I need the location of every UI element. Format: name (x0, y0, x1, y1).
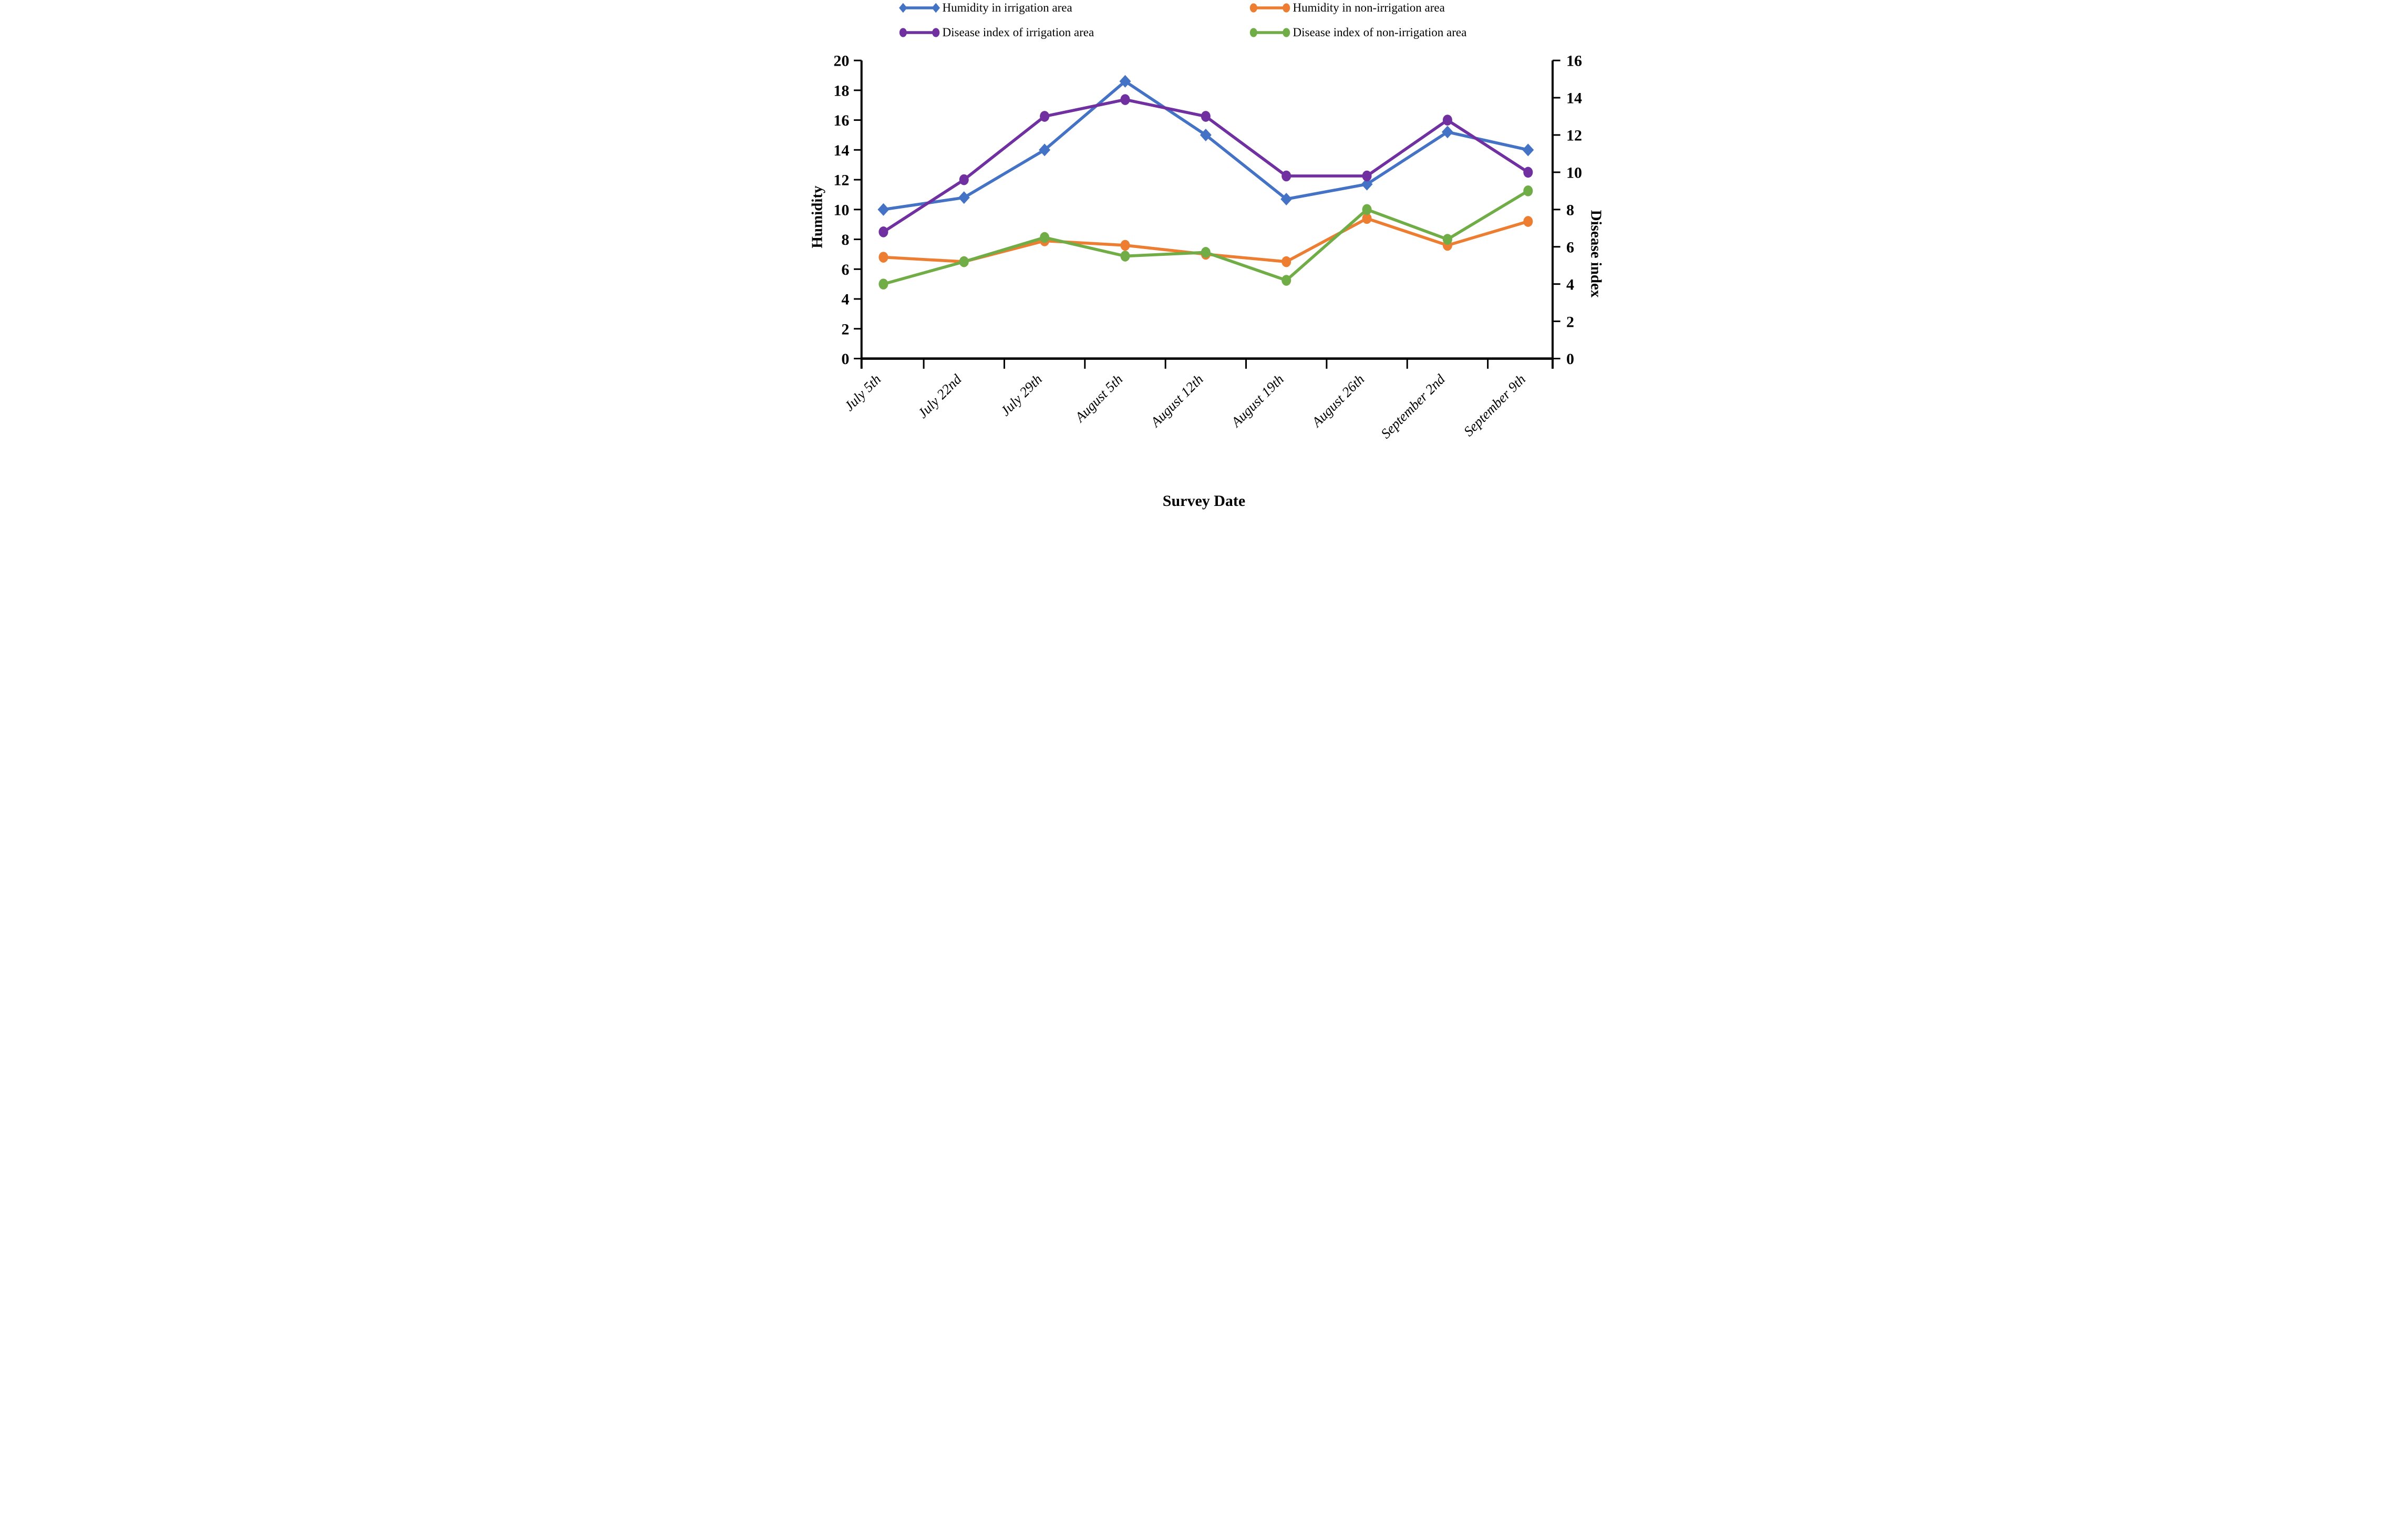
svg-text:14: 14 (1566, 90, 1582, 107)
x-axis-title: Survey Date (1162, 492, 1246, 510)
svg-text:August 12th: August 12th (1146, 371, 1206, 431)
svg-text:12: 12 (833, 172, 849, 189)
svg-text:0: 0 (1566, 350, 1574, 368)
svg-text:6: 6 (1566, 239, 1574, 256)
svg-text:August 5th: August 5th (1071, 371, 1125, 426)
legend-item-disease-non-irrigation: Disease index of non-irrigation area (1249, 25, 1467, 40)
legend-item-humidity-non-irrigation: Humidity in non-irrigation area (1249, 0, 1445, 16)
svg-text:10: 10 (1566, 164, 1582, 182)
svg-text:8: 8 (1566, 201, 1574, 219)
axes (853, 59, 1560, 369)
legend-item-disease-irrigation: Disease index of irrigation area (899, 25, 1094, 40)
legend-swatch-disease-non-irrigation-icon (1249, 28, 1290, 37)
legend-swatch-humidity-non-irrigation-icon (1249, 3, 1290, 13)
y-axis-title-left: Humidity (809, 185, 825, 248)
x-axis-tick-labels: July 5th July 22nd July 29th August 5th Augu… (841, 371, 1528, 441)
svg-text:August 19th: August 19th (1227, 371, 1286, 431)
svg-text:10: 10 (833, 201, 849, 219)
legend-label: Disease index of irrigation area (942, 26, 1094, 39)
legend-label: Disease index of non-irrigation area (1293, 26, 1467, 39)
svg-text:16: 16 (1566, 53, 1582, 70)
svg-text:2: 2 (841, 320, 849, 338)
svg-text:September 2nd: September 2nd (1378, 371, 1448, 441)
right-axis-tick-labels: 0 2 4 6 8 10 12 14 16 (1566, 53, 1582, 368)
svg-text:August 26th: August 26th (1308, 371, 1367, 431)
svg-text:14: 14 (833, 142, 849, 159)
legend-label: Humidity in irrigation area (942, 1, 1072, 14)
legend-item-humidity-irrigation: Humidity in irrigation area (898, 0, 1072, 16)
series-disease-index-of-non-irrigation-area (878, 185, 1533, 290)
svg-text:4: 4 (841, 291, 849, 308)
legend-swatch-disease-irrigation-icon (899, 28, 939, 37)
svg-text:4: 4 (1566, 276, 1574, 293)
y-axis-title-right: Disease index (1587, 210, 1604, 298)
svg-text:July 5th: July 5th (841, 371, 883, 414)
legend-label: Humidity in non-irrigation area (1293, 1, 1445, 14)
svg-text:16: 16 (833, 112, 849, 129)
svg-text:8: 8 (841, 231, 849, 248)
series-humidity-in-irrigation-area (877, 75, 1534, 216)
svg-text:6: 6 (841, 261, 849, 278)
series-disease-index-of-irrigation-area (878, 94, 1533, 237)
svg-text:20: 20 (833, 53, 849, 70)
svg-text:0: 0 (841, 350, 849, 368)
svg-text:2: 2 (1566, 313, 1574, 330)
left-axis-tick-labels: 0 2 4 6 8 10 12 14 16 18 20 (833, 53, 849, 368)
svg-text:July 22nd: July 22nd (914, 371, 964, 421)
svg-text:September 9th: September 9th (1460, 371, 1528, 440)
svg-text:18: 18 (833, 82, 849, 100)
legend-swatch-humidity-irrigation-icon (898, 3, 940, 13)
svg-text:July 29th: July 29th (997, 371, 1045, 419)
svg-text:12: 12 (1566, 127, 1582, 144)
chart-figure: 0 2 4 6 8 10 12 14 16 18 20 0 2 4 6 8 10 12 14 16 July 5th Ju… (802, 0, 1606, 511)
